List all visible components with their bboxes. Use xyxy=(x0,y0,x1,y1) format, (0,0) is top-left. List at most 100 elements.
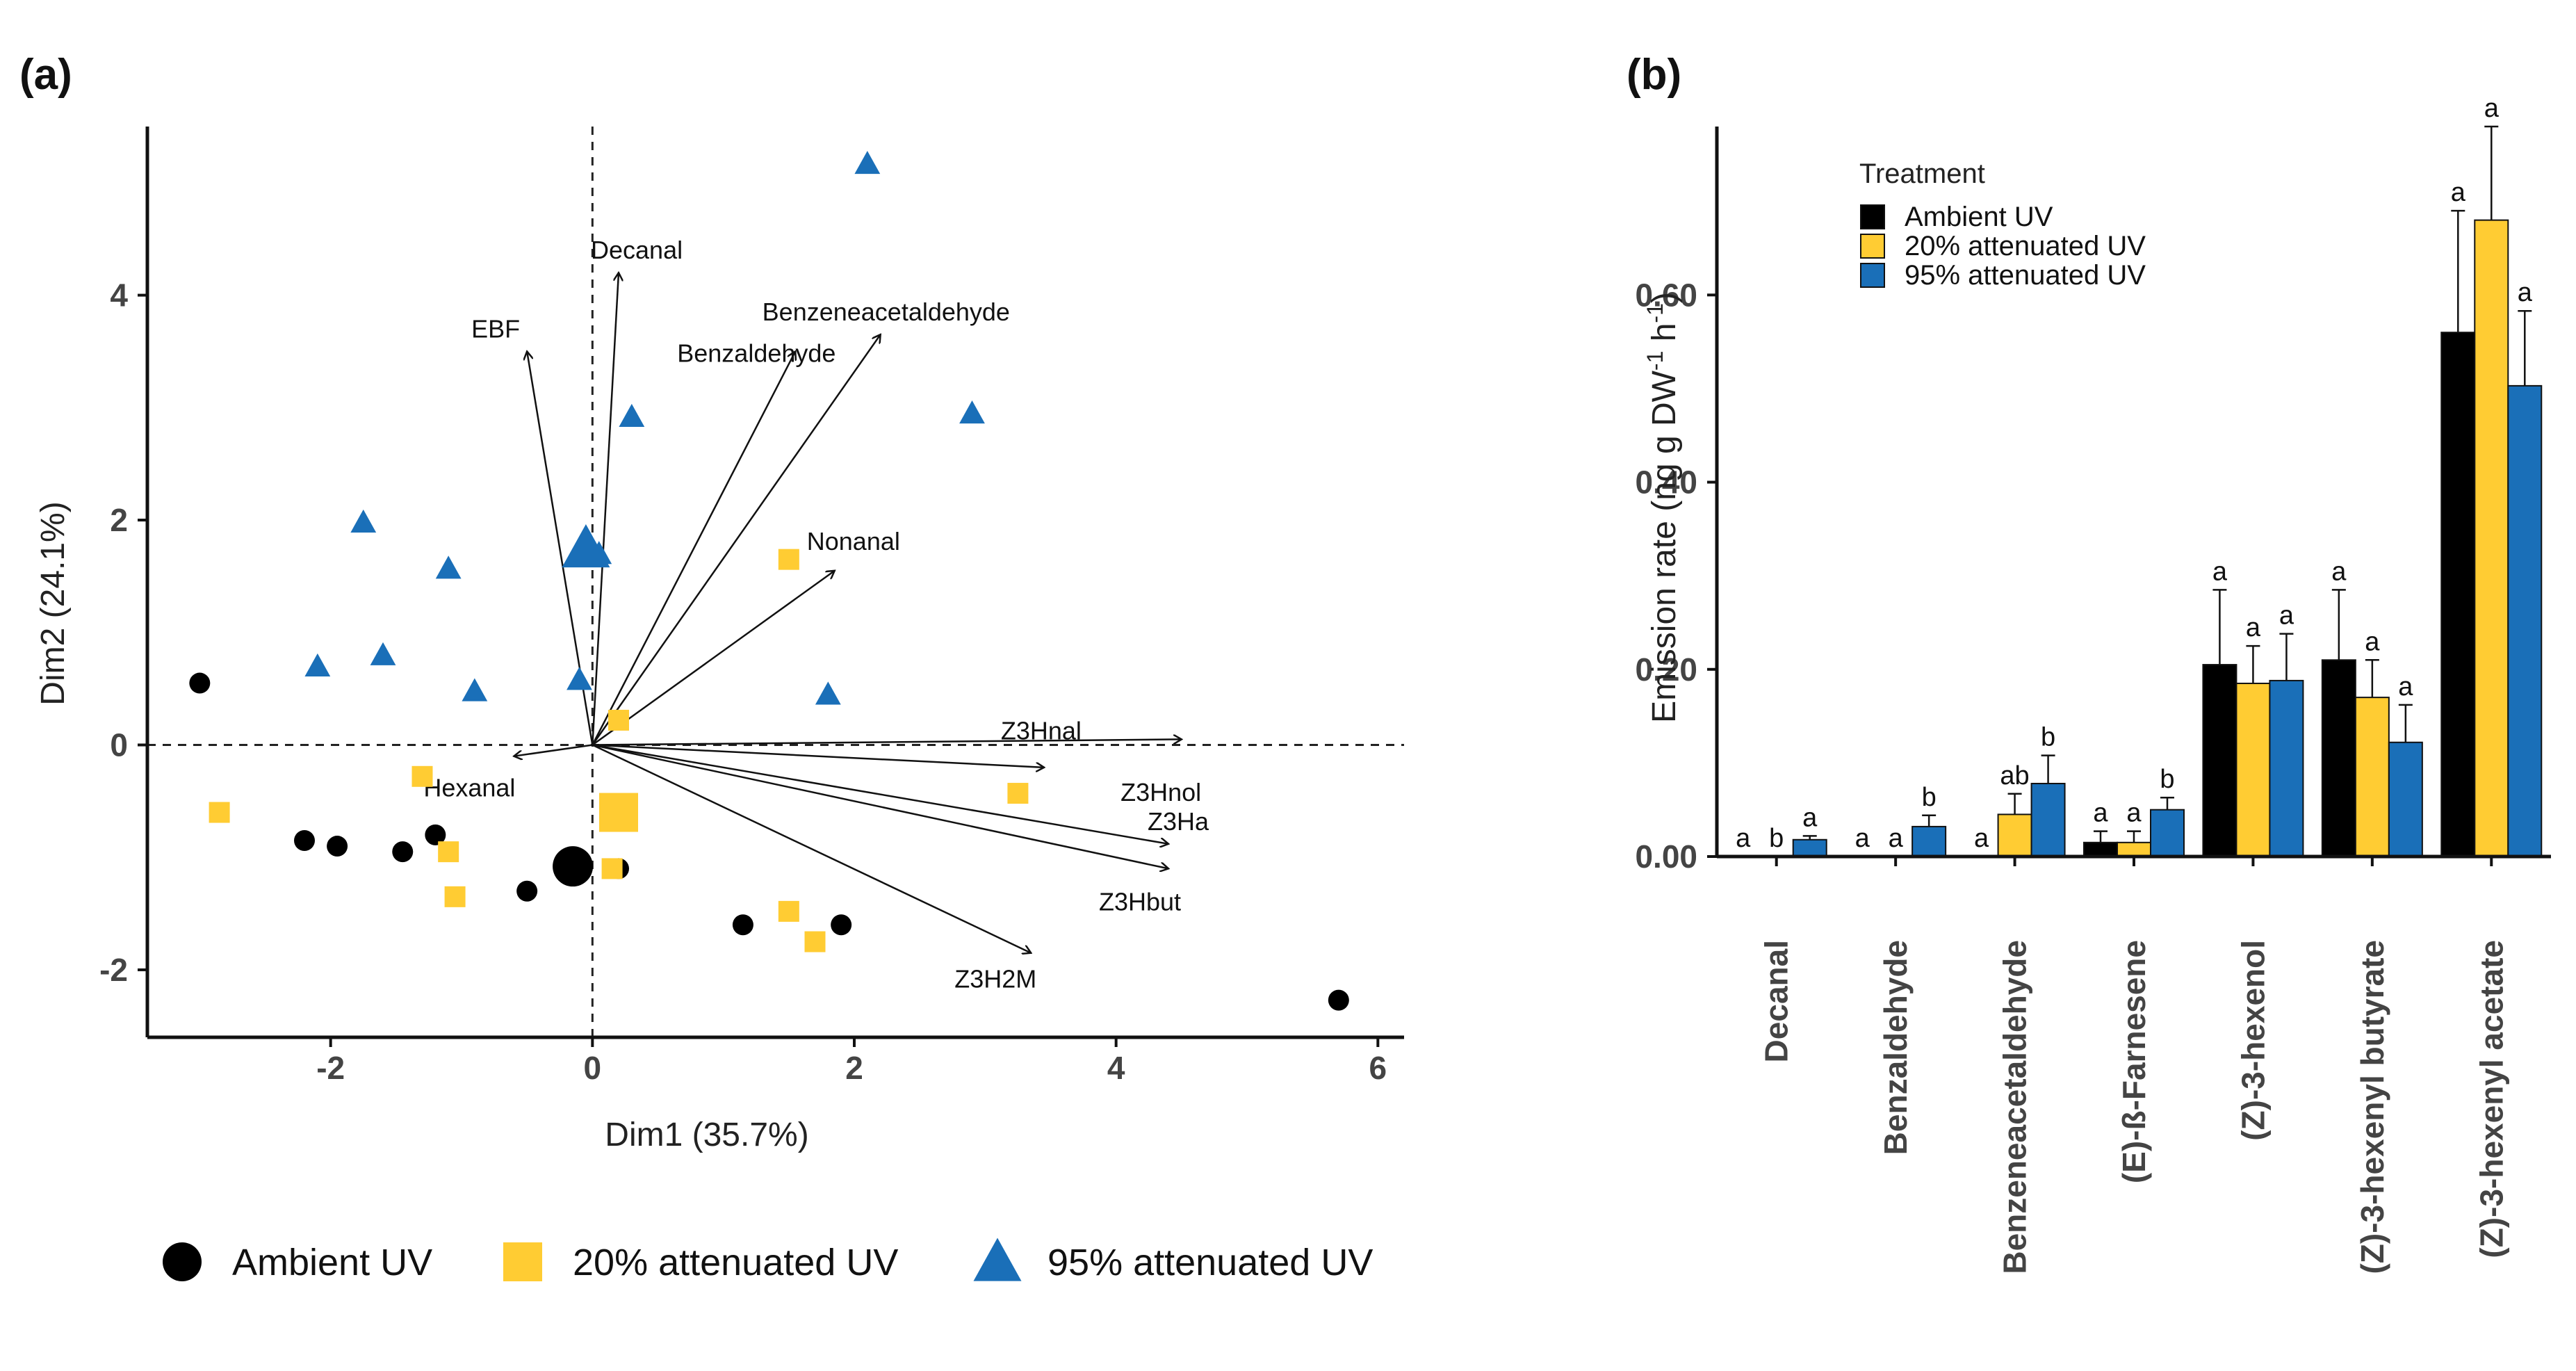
a-point-20-attenuated-uv-4 xyxy=(601,858,623,879)
a-loading-arrow-z3h2m xyxy=(592,744,1031,953)
a-point-ambient-uv-8 xyxy=(831,914,852,936)
a-axes: -2 0 2 4 6 -2 0 2 4 xyxy=(99,127,1404,1086)
b-letter-ambient-uv-z-3-hexenyl-acetate: a xyxy=(2451,178,2466,207)
b-axes: 0.00 0.20 0.40 0.60 Decanal Benzaldehyde Benze… xyxy=(1635,127,2551,1274)
a-loading-label-ebf: EBF xyxy=(471,314,520,343)
a-loading-label-z3hnol: Z3Hnol xyxy=(1120,778,1201,806)
b-y-axis-title-part1: Emission rate (ng g DW xyxy=(1646,370,1683,723)
b-bar-20-attenuated-uv-z-3-hexenyl-acetate xyxy=(2474,219,2509,858)
a-loading-label-z3ha: Z3Ha xyxy=(1148,807,1209,836)
a-centroid-20-attenuated-uv xyxy=(599,793,638,832)
a-point-ambient-uv-0 xyxy=(189,672,211,694)
b-legend-label-20-attenuated-uv: 20% attenuated UV xyxy=(1905,231,2146,261)
a-x-axis-title: Dim1 (35.7%) xyxy=(605,1117,808,1153)
b-letter-95-attenuated-uv-z-3-hexenyl-butyrate: a xyxy=(2398,672,2413,701)
b-letter-95-attenuated-uv-decanal: a xyxy=(1802,803,1818,832)
a-y-tick-label-1: 0 xyxy=(110,727,128,763)
b-letter-ambient-uv-benzeneacetaldehyde: a xyxy=(1974,824,1989,853)
b-y-axis-title-part2: h xyxy=(1646,323,1683,351)
b-legend-title: Treatment xyxy=(1859,159,1985,189)
b-y-tick-label-1: 0.20 xyxy=(1635,651,1697,688)
b-bar-95-attenuated-uv-z-3-hexenyl-butyrate xyxy=(2388,741,2423,858)
a-centroid-ambient-uv xyxy=(553,846,594,887)
a-point-95-attenuated-uv-7 xyxy=(619,403,645,427)
b-letter-ambient-uv-decanal: a xyxy=(1736,824,1751,853)
a-point-95-attenuated-uv-9 xyxy=(854,150,881,175)
b-y-axis-title: Emission rate (ng g DW-1 h-1) xyxy=(1642,292,1683,723)
a-point-ambient-uv-9 xyxy=(1328,989,1349,1011)
b-letter-95-attenuated-uv-z-3-hexenol: a xyxy=(2279,601,2294,631)
b-bar-ambient-uv-z-3-hexenol xyxy=(2202,664,2237,857)
b-bar-95-attenuated-uv-benzaldehyde xyxy=(1911,825,1947,858)
b-letter-95-attenuated-uv-e-farnesene: b xyxy=(2160,765,2174,794)
b-bar-95-attenuated-uv-decanal xyxy=(1792,838,1827,858)
a-loading-label-hexanal: Hexanal xyxy=(423,774,515,802)
b-letter-ambient-uv-z-3-hexenyl-butyrate: a xyxy=(2331,557,2347,586)
b-bar-95-attenuated-uv-benzeneacetaldehyde xyxy=(2030,783,2066,857)
a-point-20-attenuated-uv-6 xyxy=(778,549,799,570)
a-loading-arrow-z3hbut xyxy=(592,744,1168,869)
a-x-tick-label-3: 4 xyxy=(1107,1050,1125,1086)
b-letter-20-attenuated-uv-decanal: b xyxy=(1769,824,1784,853)
a-points xyxy=(189,150,1349,1011)
a-loading-label-benzeneacetaldehyde: Benzeneacetaldehyde xyxy=(763,298,1010,326)
b-y-axis-title-sup1: -1 xyxy=(1642,351,1668,371)
a-centroid-95-attenuated-uv xyxy=(562,524,610,568)
a-loading-label-z3hbut: Z3Hbut xyxy=(1099,887,1181,916)
panel-a-label: (a) xyxy=(19,51,72,99)
a-point-ambient-uv-2 xyxy=(327,836,348,857)
a-y-tick-label-2: 2 xyxy=(110,502,128,538)
a-loading-label-benzaldehyde: Benzaldehyde xyxy=(677,339,835,367)
a-point-20-attenuated-uv-1 xyxy=(411,765,433,787)
a-point-95-attenuated-uv-4 xyxy=(462,678,488,701)
a-x-tick-label-1: 0 xyxy=(584,1050,602,1086)
a-loading-label-nonanal: Nonanal xyxy=(807,527,900,555)
a-loading-arrow-benzeneacetaldehyde xyxy=(592,334,880,746)
b-letter-ambient-uv-e-farnesene: a xyxy=(2093,799,2108,828)
a-y-axis-title: Dim2 (24.1%) xyxy=(35,501,72,705)
b-letter-ambient-uv-benzaldehyde: a xyxy=(1855,824,1870,853)
a-point-ambient-uv-3 xyxy=(392,841,414,863)
a-reference-lines xyxy=(147,127,1404,1037)
a-point-20-attenuated-uv-9 xyxy=(1007,783,1029,804)
a-loading-label-z3h2m: Z3H2M xyxy=(954,965,1036,993)
b-bar-20-attenuated-uv-e-farnesene xyxy=(2117,841,2151,858)
a-x-tick-label-0: -2 xyxy=(316,1050,345,1086)
a-point-20-attenuated-uv-5 xyxy=(608,709,629,731)
a-legend-label-ambient-uv: Ambient UV xyxy=(232,1242,432,1283)
a-x-tick-label-2: 2 xyxy=(845,1050,863,1086)
panel-b-label: (b) xyxy=(1627,51,1681,99)
a-point-ambient-uv-4 xyxy=(425,824,446,845)
a-legend-label-20-attenuated-uv: 20% attenuated UV xyxy=(573,1242,898,1283)
b-bar-20-attenuated-uv-z-3-hexenyl-butyrate xyxy=(2354,697,2390,858)
a-loading-label-z3hnal: Z3Hnal xyxy=(1001,716,1082,745)
b-letter-20-attenuated-uv-e-farnesene: a xyxy=(2126,799,2142,828)
a-loading-arrow-benzaldehyde xyxy=(592,351,795,746)
a-loading-label-decanal: Decanal xyxy=(591,236,683,264)
a-x-tick-label-4: 6 xyxy=(1369,1050,1387,1086)
b-category-label-z-3-hexenyl-butyrate: (Z)-3-hexenyl butyrate xyxy=(2354,940,2390,1274)
a-point-ambient-uv-7 xyxy=(732,914,753,936)
b-bar-20-attenuated-uv-benzeneacetaldehyde xyxy=(1997,813,2032,858)
a-point-ambient-uv-5 xyxy=(516,880,538,902)
b-y-tick-label-3: 0.60 xyxy=(1635,277,1697,313)
a-point-20-attenuated-uv-3 xyxy=(444,886,466,907)
b-legend-key-20-attenuated-uv xyxy=(1860,234,1885,259)
a-point-95-attenuated-uv-5 xyxy=(566,667,592,690)
b-y-axis-title-part3: ) xyxy=(1646,292,1683,303)
a-point-20-attenuated-uv-0 xyxy=(209,802,230,823)
a-point-95-attenuated-uv-1 xyxy=(350,509,377,533)
b-category-label-z-3-hexenyl-acetate: (Z)-3-hexenyl acetate xyxy=(2473,940,2509,1258)
a-legend-label-95-attenuated-uv: 95% attenuated UV xyxy=(1047,1242,1373,1283)
a-loading-arrow-z3hnal xyxy=(592,739,1182,746)
b-y-tick-label-2: 0.40 xyxy=(1635,464,1697,501)
a-point-95-attenuated-uv-8 xyxy=(815,681,841,705)
b-legend-label-95-attenuated-uv: 95% attenuated UV xyxy=(1905,260,2146,291)
a-legend-key-20-attenuated-uv xyxy=(503,1242,542,1281)
a-point-95-attenuated-uv-10 xyxy=(959,400,985,424)
b-y-tick-label-0: 0.00 xyxy=(1635,838,1697,875)
panel-a-pca-biplot: (a) Decanal EBF Benzaldehyde Benzeneacetald… xyxy=(19,51,1404,1283)
